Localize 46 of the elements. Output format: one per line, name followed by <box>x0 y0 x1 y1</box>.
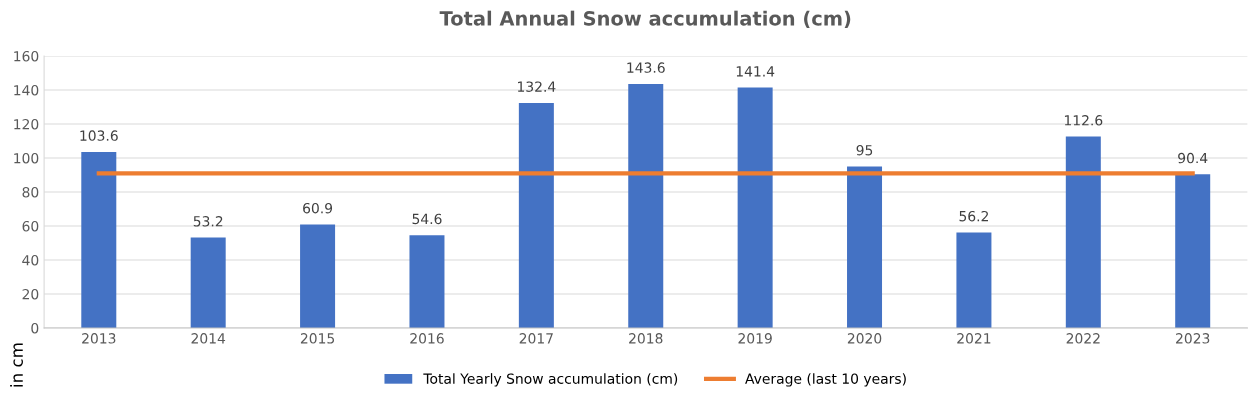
y-tick-label: 140 <box>14 84 39 96</box>
bar <box>847 166 883 328</box>
data-label: 60.9 <box>303 202 333 214</box>
bar <box>956 232 992 328</box>
bar <box>737 87 773 328</box>
data-label: 53.2 <box>193 216 223 227</box>
data-label: 143.6 <box>627 62 665 73</box>
x-tick-label: 2019 <box>738 333 772 344</box>
bar <box>409 235 445 328</box>
data-label: 112.6 <box>1064 115 1103 126</box>
legend-label: Average (last 10 years) <box>745 373 906 387</box>
bar <box>81 151 117 328</box>
bar <box>300 224 336 328</box>
data-label: 103.6 <box>80 130 118 141</box>
legend-label: Total Yearly Snow accumulation (cm) <box>423 373 678 387</box>
y-axis-title: in cm <box>10 343 23 387</box>
y-tick-label: 40 <box>22 254 39 266</box>
data-label: 90.4 <box>1178 152 1208 164</box>
x-tick-label: 2016 <box>410 333 444 344</box>
bar <box>1065 136 1101 328</box>
data-label: 141.4 <box>736 66 775 77</box>
x-tick-label: 2018 <box>629 333 663 344</box>
x-tick-label: 2022 <box>1066 333 1100 344</box>
data-label: 95 <box>856 144 873 156</box>
y-tick-label: 100 <box>14 152 39 164</box>
data-label: 132.4 <box>518 81 556 92</box>
x-tick-label: 2021 <box>957 333 991 344</box>
bar <box>518 102 554 328</box>
y-tick-label: 120 <box>14 118 39 130</box>
chart-title: Total Annual Snow accumulation (cm) <box>439 10 851 29</box>
y-tick-label: 20 <box>22 288 39 300</box>
y-tick-label: 0 <box>31 322 39 334</box>
y-tick-label: 80 <box>22 186 39 198</box>
bar <box>1175 174 1211 328</box>
x-tick-label: 2013 <box>82 333 116 344</box>
bar <box>190 237 226 328</box>
x-tick-label: 2014 <box>191 333 226 344</box>
bar <box>628 83 664 328</box>
x-tick-label: 2017 <box>519 333 553 344</box>
y-tick-label: 160 <box>14 50 39 62</box>
y-tick-label: 60 <box>22 220 39 232</box>
data-label: 54.6 <box>412 213 442 225</box>
x-tick-label: 2015 <box>300 333 335 344</box>
x-tick-label: 2020 <box>847 333 882 344</box>
data-label: 56.2 <box>959 210 988 222</box>
x-tick-label: 2023 <box>1176 333 1210 344</box>
